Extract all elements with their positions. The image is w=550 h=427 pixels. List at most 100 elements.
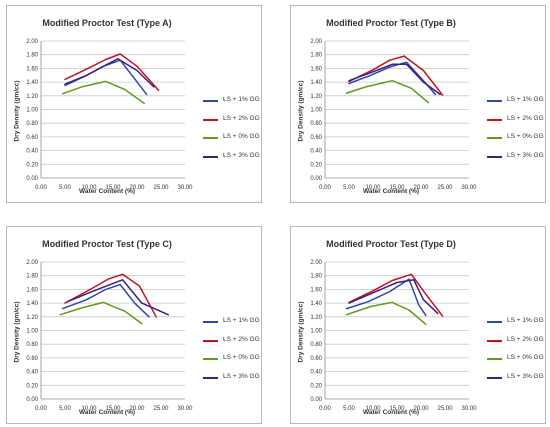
y-tick-label: 1.40 [310,80,322,86]
legend-swatch [203,155,218,158]
x-tick-label: 0.00 [35,406,47,412]
x-tick-label: 20.00 [129,185,145,191]
chart-panel-c: 0.00 0.20 0.40 0.60 0.80 1.00 1.20 1.40 1.60 1.80… [6,226,262,424]
x-tick-label: 15.00 [389,185,405,191]
chart-panel-a: 0.00 0.20 0.40 0.60 0.80 1.00 1.20 1.40 1.60 1.80… [6,5,262,203]
legend-item: LS + 0% GG [203,352,263,366]
x-tick-label: 10.00 [365,406,381,412]
y-tick-label: 0.60 [26,356,38,362]
y-axis-label: Dry Density (gm/cc) [13,80,21,142]
y-tick-label: 1.60 [26,66,38,72]
legend-item: LS + 2% GG [487,334,547,348]
y-tick-label: 2.00 [26,260,38,266]
y-tick-label: 0.40 [26,149,38,155]
x-axis-label: Water Content (%) [362,188,420,195]
legend-item: LS + 0% GG [487,352,547,366]
y-tick-label: 2.00 [310,39,322,45]
legend: LS + 1% GG LS + 2% GG LS + 0% GG LS + 3%… [487,94,547,168]
y-tick-label: 1.60 [310,66,322,72]
legend-item: LS + 1% GG [487,315,547,329]
y-tick-label: 0.20 [310,162,322,168]
legend-item: LS + 1% GG [203,315,263,329]
y-tick-label: 0.20 [26,162,38,168]
x-tick-label: 10.00 [81,406,97,412]
legend: LS + 1% GG LS + 2% GG LS + 0% GG LS + 3%… [487,315,547,389]
y-tick-label: 2.00 [26,39,38,45]
x-tick-label: 5.00 [59,185,71,191]
y-tick-label: 1.00 [310,108,322,114]
x-tick-label: 5.00 [59,406,71,412]
y-tick-label: 1.80 [310,53,322,59]
x-axis-label: Water Content (%) [78,409,136,416]
series-line [348,279,439,315]
x-tick-label: 15.00 [105,406,121,412]
series-line [345,278,427,317]
legend-swatch [487,339,502,342]
y-tick-label: 0.00 [310,176,322,182]
y-tick-label: 1.20 [310,315,322,321]
legend-item: LS + 0% GG [487,131,547,145]
y-tick-label: 1.20 [26,315,38,321]
y-tick-label: 0.60 [26,135,38,141]
x-tick-label: 20.00 [129,406,145,412]
x-axis-label: Water Content (%) [78,188,136,195]
chart-plot: 0.00 0.20 0.40 0.60 0.80 1.00 1.20 1.40 1.60 1.80… [26,260,193,412]
legend-label: LS + 1% GG [223,96,260,103]
chart-plot: 0.00 0.20 0.40 0.60 0.80 1.00 1.20 1.40 1.60 1.80… [310,260,477,412]
legend-swatch [203,100,218,102]
series-line [64,273,157,318]
legend-swatch [203,321,218,323]
legend-swatch [203,358,218,360]
y-tick-label: 1.60 [310,287,322,293]
chart-panel-b: 0.00 0.20 0.40 0.60 0.80 1.00 1.20 1.40 1.60 1.80… [290,5,546,203]
series-line [348,55,444,96]
series-line [345,301,427,326]
series-line [348,63,441,96]
y-tick-label: 0.60 [310,356,322,362]
series-line [64,58,155,88]
legend-item: LS + 3% GG [203,150,263,164]
legend-swatch [203,376,218,379]
legend-label: LS + 1% GG [507,317,544,324]
y-tick-label: 2.00 [310,260,322,266]
legend-swatch [487,321,502,323]
series-line [348,273,444,317]
x-tick-label: 20.00 [413,185,429,191]
y-tick-label: 0.40 [310,149,322,155]
legend-label: LS + 1% GG [507,96,544,103]
series-line [59,301,143,325]
y-tick-label: 1.40 [26,80,38,86]
y-tick-label: 0.60 [310,135,322,141]
y-tick-label: 1.80 [310,274,322,280]
series-line [61,80,145,105]
y-tick-label: 1.40 [310,301,322,307]
legend-item: LS + 1% GG [203,94,263,108]
x-tick-label: 0.00 [319,185,331,191]
x-tick-label: 5.00 [343,406,355,412]
y-tick-label: 1.00 [310,329,322,335]
y-tick-label: 0.80 [310,342,322,348]
x-tick-label: 15.00 [105,185,121,191]
y-tick-label: 0.80 [310,121,322,127]
y-tick-label: 1.60 [26,287,38,293]
y-tick-label: 0.00 [26,176,38,182]
legend-label: LS + 3% GG [507,151,544,159]
series-line [66,279,169,316]
legend-label: LS + 3% GG [507,372,544,380]
x-tick-label: 0.00 [35,185,47,191]
y-tick-label: 1.80 [26,274,38,280]
chart-panel-d: 0.00 0.20 0.40 0.60 0.80 1.00 1.20 1.40 1.60 1.80… [290,226,546,424]
legend: LS + 1% GG LS + 2% GG LS + 0% GG LS + 3%… [203,315,263,389]
legend-label: LS + 0% GG [223,133,260,140]
series-line [61,283,150,318]
legend-label: LS + 0% GG [223,354,260,361]
y-tick-label: 0.40 [26,370,38,376]
legend-item: LS + 1% GG [487,94,547,108]
chart-title: Modified Proctor Test (Type D) [326,239,456,249]
x-tick-label: 30.00 [177,406,193,412]
y-tick-label: 0.40 [310,370,322,376]
y-tick-label: 0.00 [310,397,322,403]
series-line [348,61,437,96]
y-tick-label: 1.00 [26,108,38,114]
x-tick-label: 25.00 [153,406,169,412]
